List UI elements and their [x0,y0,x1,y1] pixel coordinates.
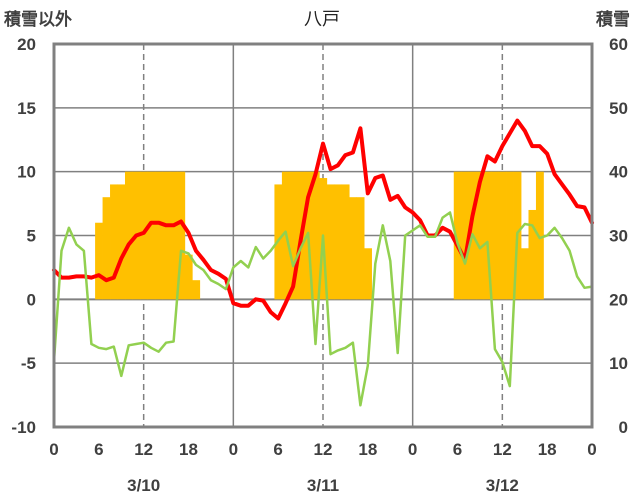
x-tick-label: 0 [229,440,238,459]
right-tick-label: 30 [609,227,628,246]
snow-bar [95,222,103,300]
snow-bar [364,248,372,300]
date-label: 3/10 [127,476,160,495]
snow-bar [154,171,163,300]
date-label: 3/11 [307,476,339,495]
snow-bar [110,184,118,300]
snow-bar [521,248,529,300]
temperature-line [52,118,594,321]
plot-frame [52,42,594,429]
x-tick-label: 12 [314,440,333,459]
snow-bar [102,197,111,300]
right-tick-label: 20 [609,290,628,309]
left-tick-label: -5 [21,354,36,373]
left-tick-label: 0 [27,290,36,309]
right-tick-label: 60 [609,35,628,54]
x-tick-label: 18 [179,440,198,459]
snow-bar [117,184,126,300]
x-tick-label: 12 [493,440,512,459]
snow-bar [311,171,320,300]
x-tick-label: 18 [358,440,377,459]
left-tick-label: 10 [17,163,36,182]
x-tick-label: 0 [587,440,596,459]
snow-bar [349,197,358,300]
snow-bar [334,184,343,300]
x-tick-label: 18 [538,440,557,459]
snow-bar [326,184,335,300]
x-tick-label: 6 [94,440,103,459]
snow-bar [147,171,156,300]
right-tick-label: 0 [619,418,628,437]
snow-bar [356,197,365,300]
snow-bar [535,171,544,300]
snow-bar [498,171,507,300]
x-tick-label: 6 [453,440,462,459]
left-tick-label: 5 [27,227,36,246]
x-tick-label: 0 [49,440,58,459]
left-tick-label: 20 [17,35,36,54]
right-axis-title: 積雪 [596,9,630,29]
snow-bar [124,171,133,300]
chart-title: 八戸 [304,9,340,29]
snow-bar [476,171,485,300]
snow-bar [491,171,499,300]
snow-bar [506,171,514,300]
snow-bar [192,280,201,300]
snow-bar [169,171,178,300]
snow-bar [461,171,470,300]
right-tick-label: 40 [609,163,628,182]
snow-bar [528,209,537,300]
date-label: 3/12 [486,476,519,495]
snow-bar [162,171,171,300]
left-tick-label: 15 [17,99,36,118]
x-tick-label: 12 [134,440,153,459]
x-tick-label: 0 [408,440,417,459]
x-tick-label: 6 [273,440,282,459]
snow-bar [483,171,492,300]
snow-bar [341,184,350,300]
snow-bar [289,171,298,300]
snow-bar [453,171,462,300]
snow-bar [139,171,148,300]
snow-bar [177,171,186,300]
left-axis-title: 積雪以外 [4,9,72,29]
secondary-line [52,211,594,407]
snow-bar [184,254,193,300]
left-tick-label: -10 [11,418,36,437]
right-tick-label: 50 [609,99,628,118]
right-tick-label: 10 [609,354,628,373]
